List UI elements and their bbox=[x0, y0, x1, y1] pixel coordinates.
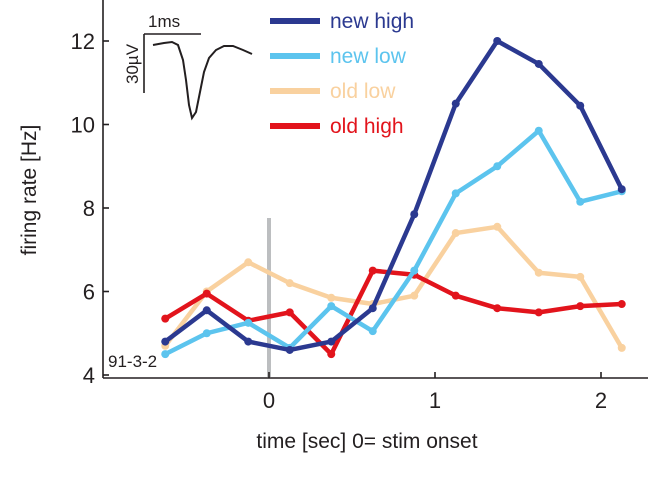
legend-label-old-low: old low bbox=[330, 80, 396, 103]
data-point-old-low bbox=[493, 222, 502, 231]
legend-label-new-low: new low bbox=[330, 45, 407, 68]
data-point-new-low bbox=[451, 189, 460, 198]
data-point-new-low bbox=[161, 350, 170, 359]
data-point-new-high bbox=[327, 337, 336, 346]
data-point-new-low bbox=[410, 266, 419, 275]
data-point-new-high bbox=[285, 345, 294, 354]
x-tick-label-0: 0 bbox=[263, 388, 275, 413]
series-line-new-low bbox=[163, 128, 624, 357]
series-line-old-high bbox=[163, 268, 624, 357]
data-point-old-high bbox=[202, 289, 211, 298]
data-point-new-low bbox=[493, 162, 502, 171]
data-point-new-high bbox=[410, 210, 419, 219]
data-point-new-high bbox=[576, 101, 585, 110]
data-point-new-low bbox=[202, 329, 211, 338]
legend-label-old-high: old high bbox=[330, 115, 404, 138]
series-line-new-high bbox=[163, 38, 624, 353]
data-point-old-low bbox=[534, 268, 543, 277]
x-tick-label-1: 1 bbox=[429, 388, 441, 413]
data-point-new-low bbox=[576, 197, 585, 206]
data-point-old-high bbox=[327, 350, 336, 359]
data-point-old-low bbox=[285, 279, 294, 288]
data-point-old-low bbox=[451, 229, 460, 238]
data-point-old-high bbox=[493, 304, 502, 313]
data-point-old-high bbox=[576, 302, 585, 311]
y-tick-label-1: 6 bbox=[83, 280, 95, 305]
spike-waveform bbox=[152, 40, 253, 121]
data-point-new-low bbox=[327, 302, 336, 311]
data-point-old-low bbox=[576, 272, 585, 281]
data-point-old-high bbox=[161, 314, 170, 323]
x-tick-label-2: 2 bbox=[595, 388, 607, 413]
data-point-new-high bbox=[368, 304, 377, 313]
waveform-inset: 1ms 30µV bbox=[123, 12, 253, 121]
data-point-new-high bbox=[244, 337, 253, 346]
y-axis-title: firing rate [Hz] bbox=[18, 125, 41, 256]
data-point-new-high bbox=[161, 337, 170, 346]
x-axis-title: time [sec] 0= stim onset bbox=[256, 430, 477, 453]
data-point-old-high bbox=[534, 308, 543, 317]
series-layer bbox=[161, 37, 626, 359]
voltage-scale-label: 30µV bbox=[123, 43, 142, 84]
data-point-old-high bbox=[451, 291, 460, 300]
data-point-new-high bbox=[493, 37, 502, 45]
data-point-old-low bbox=[617, 343, 626, 352]
data-point-old-low bbox=[244, 258, 253, 267]
data-point-new-low bbox=[244, 318, 253, 327]
legend: new high new low old low old high bbox=[270, 10, 414, 138]
data-point-new-high bbox=[202, 306, 211, 315]
data-point-old-high bbox=[368, 266, 377, 275]
legend-label-new-high: new high bbox=[330, 10, 414, 33]
data-point-new-low bbox=[368, 327, 377, 336]
data-point-new-high bbox=[451, 99, 460, 108]
data-point-new-high bbox=[617, 185, 626, 194]
unit-id-label: 91-3-2 bbox=[108, 352, 157, 371]
time-scale-label: 1ms bbox=[148, 12, 180, 31]
data-point-old-high bbox=[617, 300, 626, 309]
data-point-old-low bbox=[410, 291, 419, 300]
data-point-new-low bbox=[534, 126, 543, 135]
data-point-new-high bbox=[534, 59, 543, 68]
y-tick-label-2: 8 bbox=[83, 196, 95, 221]
data-point-old-high bbox=[285, 308, 294, 317]
data-point-old-low bbox=[327, 293, 336, 302]
y-tick-label-3: 10 bbox=[71, 113, 95, 138]
y-tick-label-0: 4 bbox=[83, 363, 95, 388]
y-tick-label-4: 12 bbox=[71, 29, 95, 54]
